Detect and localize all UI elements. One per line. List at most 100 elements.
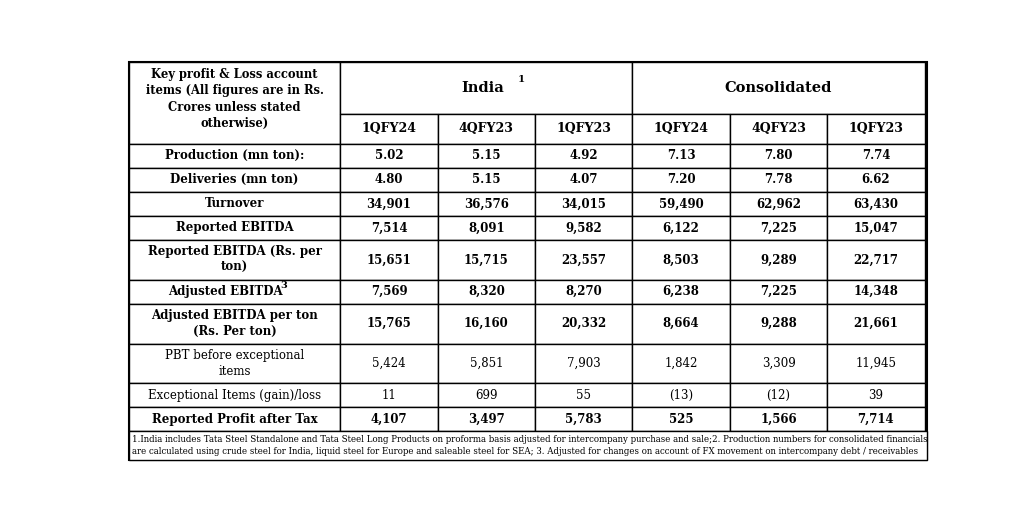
Text: 4.92: 4.92 <box>570 149 598 162</box>
Bar <box>129 304 340 344</box>
Bar <box>730 383 827 407</box>
Text: 5,851: 5,851 <box>470 357 503 370</box>
Text: 20,332: 20,332 <box>561 317 607 330</box>
Bar <box>129 344 340 383</box>
Text: 9,582: 9,582 <box>565 221 603 234</box>
Text: India: India <box>461 81 504 95</box>
Text: Adjusted EBITDA: Adjusted EBITDA <box>168 285 282 298</box>
Bar <box>827 304 925 344</box>
Text: 39: 39 <box>868 389 884 402</box>
Bar <box>827 192 925 216</box>
Text: 4,107: 4,107 <box>371 413 407 426</box>
Bar <box>632 62 925 114</box>
Bar <box>535 280 632 304</box>
Text: 5,424: 5,424 <box>372 357 406 370</box>
Bar <box>535 383 632 407</box>
Text: 21,661: 21,661 <box>854 317 898 330</box>
Bar <box>827 216 925 240</box>
Text: 8,091: 8,091 <box>468 221 505 234</box>
Bar <box>730 304 827 344</box>
Text: Reported Profit after Tax: Reported Profit after Tax <box>151 413 317 426</box>
Bar <box>827 344 925 383</box>
Text: 1,842: 1,842 <box>664 357 698 370</box>
Text: 16,160: 16,160 <box>464 317 509 330</box>
Text: 1QFY23: 1QFY23 <box>556 122 611 135</box>
Bar <box>730 168 827 192</box>
Text: 6,238: 6,238 <box>662 285 699 298</box>
Bar <box>632 407 730 432</box>
Text: 8,270: 8,270 <box>565 285 603 298</box>
Bar <box>827 240 925 280</box>
Text: 34,901: 34,901 <box>367 197 411 210</box>
Bar <box>535 304 632 344</box>
Text: 7,225: 7,225 <box>760 221 797 234</box>
Text: 699: 699 <box>475 389 497 402</box>
Text: 9,288: 9,288 <box>760 317 797 330</box>
Text: 6,122: 6,122 <box>662 221 699 234</box>
Bar <box>535 344 632 383</box>
Bar <box>340 407 438 432</box>
Bar <box>730 114 827 144</box>
Text: 15,765: 15,765 <box>367 317 411 330</box>
Bar <box>129 62 340 144</box>
Text: 3: 3 <box>280 281 287 291</box>
Text: (12): (12) <box>766 389 791 402</box>
Bar <box>129 216 340 240</box>
Bar <box>340 114 438 144</box>
Bar <box>730 407 827 432</box>
Text: Turnover: Turnover <box>205 197 265 210</box>
Bar <box>632 192 730 216</box>
Bar <box>632 304 730 344</box>
Text: 62,962: 62,962 <box>756 197 801 210</box>
Text: 11,945: 11,945 <box>855 357 896 370</box>
Text: 1QFY23: 1QFY23 <box>849 122 903 135</box>
Bar <box>129 168 340 192</box>
Bar <box>340 344 438 383</box>
Bar <box>827 407 925 432</box>
Bar <box>632 383 730 407</box>
Bar <box>340 216 438 240</box>
Bar <box>438 407 535 432</box>
Text: 4.80: 4.80 <box>375 173 403 186</box>
Bar <box>129 383 340 407</box>
Text: Adjusted EBITDA per ton
(Rs. Per ton): Adjusted EBITDA per ton (Rs. Per ton) <box>151 309 318 338</box>
Text: 1.India includes Tata Steel Standalone and Tata Steel Long Products on proforma : 1.India includes Tata Steel Standalone a… <box>132 435 928 457</box>
Bar <box>730 144 827 168</box>
Text: 1QFY24: 1QFY24 <box>362 122 416 135</box>
Text: 7.13: 7.13 <box>666 149 695 162</box>
Text: PBT before exceptional
items: PBT before exceptional items <box>165 349 304 378</box>
Bar <box>129 432 927 460</box>
Text: 7,225: 7,225 <box>760 285 797 298</box>
Text: 6.62: 6.62 <box>862 173 890 186</box>
Text: 7,714: 7,714 <box>858 413 894 426</box>
Bar <box>438 192 535 216</box>
Bar <box>535 144 632 168</box>
Bar <box>632 114 730 144</box>
Text: 11: 11 <box>381 389 397 402</box>
Text: 5.15: 5.15 <box>472 149 501 162</box>
Text: 1,566: 1,566 <box>760 413 797 426</box>
Text: 8,320: 8,320 <box>468 285 505 298</box>
Bar <box>438 280 535 304</box>
Text: 14,348: 14,348 <box>854 285 898 298</box>
Text: 7.78: 7.78 <box>764 173 793 186</box>
Bar <box>827 114 925 144</box>
Text: Key profit & Loss account
items (All figures are in Rs.
Crores unless stated
oth: Key profit & Loss account items (All fig… <box>145 68 323 130</box>
Text: 15,715: 15,715 <box>464 253 509 266</box>
Text: Consolidated: Consolidated <box>725 81 832 95</box>
Bar <box>535 114 632 144</box>
Bar <box>438 216 535 240</box>
Text: 36,576: 36,576 <box>464 197 509 210</box>
Text: 8,503: 8,503 <box>662 253 699 266</box>
Text: 7.74: 7.74 <box>862 149 890 162</box>
Text: 59,490: 59,490 <box>659 197 703 210</box>
Bar <box>632 280 730 304</box>
Text: 525: 525 <box>668 413 693 426</box>
Bar <box>827 280 925 304</box>
Bar <box>827 144 925 168</box>
Bar <box>632 144 730 168</box>
Text: 1QFY24: 1QFY24 <box>654 122 709 135</box>
Bar <box>730 240 827 280</box>
Text: 7.20: 7.20 <box>666 173 695 186</box>
Bar <box>827 383 925 407</box>
